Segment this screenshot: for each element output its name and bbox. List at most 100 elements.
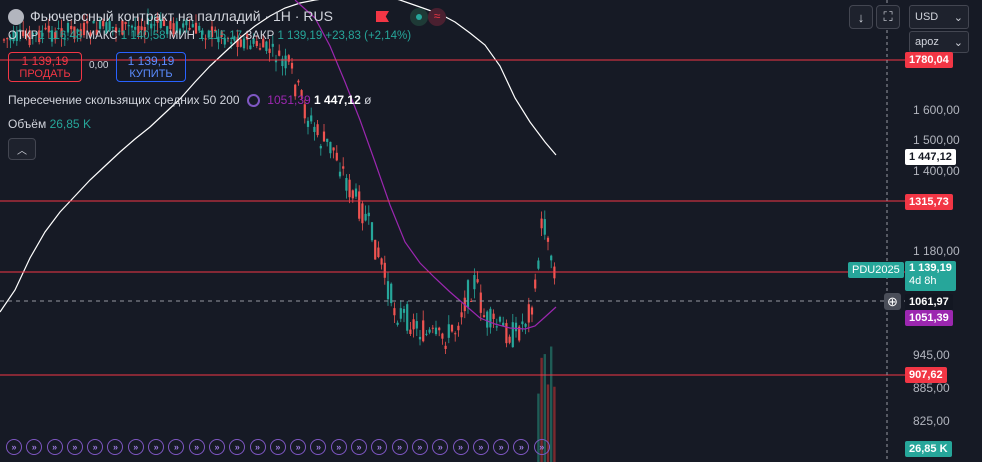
candle-body bbox=[265, 41, 268, 51]
flag-icon[interactable] bbox=[376, 11, 389, 22]
price-tag-1315: 1315,73 bbox=[905, 194, 953, 210]
candle-body bbox=[278, 50, 281, 56]
price-tag-ma-slow: 1 447,12 bbox=[905, 149, 956, 165]
volume-bar bbox=[550, 346, 553, 462]
candle-body bbox=[47, 25, 50, 33]
event-marker-icon[interactable]: » bbox=[310, 439, 327, 455]
event-marker-icon[interactable]: » bbox=[229, 439, 246, 455]
event-marker-icon[interactable]: » bbox=[269, 439, 286, 455]
candle-body bbox=[345, 177, 348, 191]
candle-body bbox=[386, 281, 390, 300]
candle-body bbox=[322, 131, 326, 142]
candle-body bbox=[540, 218, 543, 229]
event-marker-icon[interactable]: » bbox=[351, 439, 368, 455]
volume-legend[interactable]: Объём 26,85 K bbox=[8, 117, 91, 131]
event-marker-icon[interactable]: » bbox=[46, 439, 63, 455]
candle-body bbox=[98, 20, 102, 29]
event-marker-icon[interactable]: » bbox=[391, 439, 408, 455]
candle-body bbox=[239, 39, 242, 47]
event-marker-icon[interactable]: » bbox=[168, 439, 185, 455]
candle-body bbox=[319, 145, 322, 149]
candle-body bbox=[146, 18, 150, 25]
event-marker-icon[interactable]: » bbox=[6, 439, 22, 455]
candle-body bbox=[70, 25, 73, 30]
event-marker-icon[interactable]: » bbox=[533, 439, 550, 455]
refresh-icon[interactable] bbox=[246, 94, 260, 108]
candle-body bbox=[258, 48, 262, 50]
chart-title[interactable]: Фьючерсный контракт на палладий · 1H · R… bbox=[30, 8, 333, 24]
fullscreen-icon[interactable]: ⛶ bbox=[876, 5, 900, 29]
price-chart[interactable] bbox=[0, 0, 905, 462]
candle-body bbox=[409, 329, 412, 334]
candle-body bbox=[2, 39, 6, 41]
candle-body bbox=[118, 30, 121, 32]
candle-body bbox=[210, 26, 214, 38]
candle-body bbox=[217, 36, 220, 43]
currency-select[interactable]: USD ⌄ bbox=[909, 5, 969, 29]
candle-body bbox=[550, 255, 553, 261]
event-marker-icon[interactable]: » bbox=[249, 439, 266, 455]
event-marker-icon[interactable]: » bbox=[107, 439, 124, 455]
candle-body bbox=[505, 323, 508, 344]
candle-body bbox=[348, 179, 351, 198]
price-axis[interactable] bbox=[905, 0, 982, 462]
event-marker-icon[interactable]: » bbox=[493, 439, 510, 455]
candle-body bbox=[102, 20, 105, 27]
event-marker-icon[interactable]: » bbox=[66, 439, 83, 455]
event-marker-icon[interactable]: » bbox=[188, 439, 205, 455]
candle-body bbox=[546, 237, 550, 242]
event-marker-icon[interactable]: » bbox=[472, 439, 489, 455]
event-marker-icon[interactable]: » bbox=[290, 439, 307, 455]
event-marker-icon[interactable]: » bbox=[127, 439, 144, 455]
volume-bar bbox=[540, 357, 543, 462]
candle-body bbox=[284, 55, 287, 69]
event-marker-icon[interactable]: » bbox=[371, 439, 388, 455]
price-tick: 885,00 bbox=[913, 381, 950, 395]
candle-body bbox=[431, 327, 434, 329]
event-marker-icon[interactable]: » bbox=[26, 439, 43, 455]
collapse-legend-button[interactable]: ︿ bbox=[8, 138, 36, 160]
candle-body bbox=[527, 304, 530, 323]
candle-body bbox=[511, 322, 514, 348]
candle-body bbox=[137, 25, 140, 36]
event-marker-icon[interactable]: » bbox=[411, 439, 428, 455]
volume-bar bbox=[553, 386, 556, 462]
event-marker-icon[interactable]: » bbox=[452, 439, 469, 455]
sell-button[interactable]: 1 139,19 ПРОДАТЬ bbox=[8, 52, 82, 82]
candle-body bbox=[95, 29, 98, 36]
data-problem-icon: ≈ bbox=[428, 8, 446, 26]
event-marker-icon[interactable]: » bbox=[513, 439, 530, 455]
ma-indicator-legend[interactable]: Пересечение скользящих средних 50 200 10… bbox=[8, 93, 372, 108]
candle-body bbox=[422, 320, 425, 342]
candle-body bbox=[92, 20, 95, 24]
event-marker-icon[interactable]: » bbox=[432, 439, 449, 455]
event-marker-icon[interactable]: » bbox=[208, 439, 225, 455]
candle-body bbox=[374, 239, 377, 260]
candle-body bbox=[44, 27, 47, 30]
download-icon[interactable]: ↓ bbox=[849, 5, 873, 29]
candle-body bbox=[399, 308, 402, 319]
candle-body bbox=[332, 147, 335, 151]
price-tag-907: 907,62 bbox=[905, 367, 947, 383]
candle-body bbox=[486, 311, 489, 328]
candle-body bbox=[194, 22, 198, 34]
add-alert-icon[interactable]: ⊕ bbox=[884, 293, 901, 310]
candle-body bbox=[86, 21, 89, 24]
candle-body bbox=[367, 212, 370, 217]
candle-body bbox=[60, 28, 63, 38]
buy-button[interactable]: 1 139,19 КУПИТЬ bbox=[116, 52, 186, 82]
candle-body bbox=[361, 203, 364, 224]
candle-body bbox=[489, 308, 492, 328]
price-tick: 945,00 bbox=[913, 348, 950, 362]
ma-200-line bbox=[0, 0, 557, 313]
candle-body bbox=[425, 333, 428, 335]
price-tag-ma-fast: 1051,39 bbox=[905, 310, 953, 326]
scale-select[interactable]: apoz ⌄ bbox=[909, 31, 969, 53]
candle-body bbox=[495, 326, 498, 328]
event-marker-icon[interactable]: » bbox=[87, 439, 104, 455]
candle-body bbox=[521, 321, 524, 325]
candle-body bbox=[178, 28, 182, 35]
candle-body bbox=[89, 32, 92, 37]
event-marker-icon[interactable]: » bbox=[148, 439, 165, 455]
event-marker-icon[interactable]: » bbox=[330, 439, 347, 455]
